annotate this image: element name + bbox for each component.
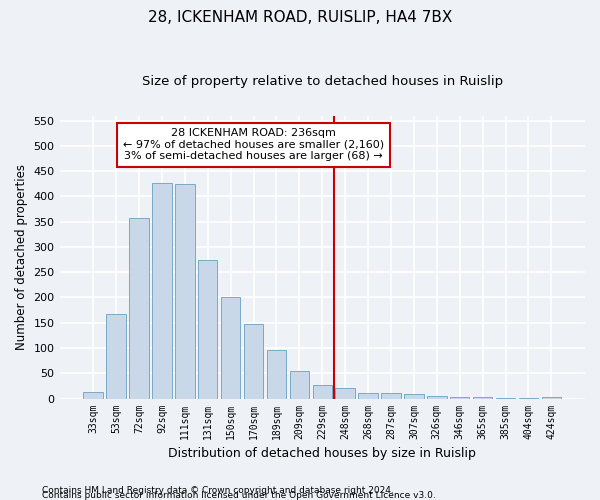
Y-axis label: Number of detached properties: Number of detached properties — [15, 164, 28, 350]
Bar — [106, 314, 126, 398]
Bar — [473, 397, 493, 398]
Text: 28, ICKENHAM ROAD, RUISLIP, HA4 7BX: 28, ICKENHAM ROAD, RUISLIP, HA4 7BX — [148, 10, 452, 25]
X-axis label: Distribution of detached houses by size in Ruislip: Distribution of detached houses by size … — [169, 447, 476, 460]
Bar — [404, 394, 424, 398]
Bar — [221, 298, 241, 398]
Bar — [313, 385, 332, 398]
Bar — [358, 393, 378, 398]
Bar — [267, 350, 286, 399]
Text: Contains public sector information licensed under the Open Government Licence v3: Contains public sector information licen… — [42, 491, 436, 500]
Bar — [427, 396, 446, 398]
Bar — [335, 388, 355, 398]
Bar — [290, 371, 309, 398]
Bar — [83, 392, 103, 398]
Bar — [381, 393, 401, 398]
Bar — [542, 397, 561, 398]
Bar — [244, 324, 263, 398]
Text: Contains HM Land Registry data © Crown copyright and database right 2024.: Contains HM Land Registry data © Crown c… — [42, 486, 394, 495]
Bar — [450, 396, 469, 398]
Bar — [175, 184, 194, 398]
Text: 28 ICKENHAM ROAD: 236sqm
← 97% of detached houses are smaller (2,160)
3% of semi: 28 ICKENHAM ROAD: 236sqm ← 97% of detach… — [123, 128, 384, 162]
Title: Size of property relative to detached houses in Ruislip: Size of property relative to detached ho… — [142, 75, 503, 88]
Bar — [129, 218, 149, 398]
Bar — [198, 260, 217, 398]
Bar — [152, 183, 172, 398]
